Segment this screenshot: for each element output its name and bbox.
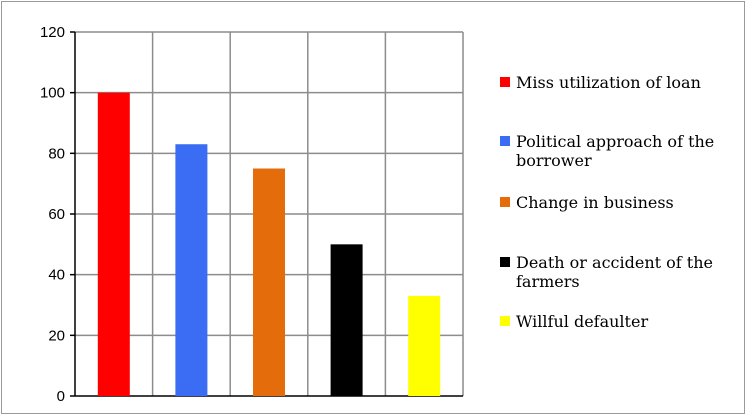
legend-swatch xyxy=(500,257,510,267)
y-tick-label: 100 xyxy=(40,85,65,102)
legend-label: Miss utilization of loan xyxy=(516,73,701,92)
legend-label: Death or accident of the xyxy=(516,253,713,272)
legend-swatch xyxy=(500,77,510,87)
bar xyxy=(97,92,130,397)
bar xyxy=(330,244,363,396)
y-axis-tick-labels: 0 20 40 60 80 100 120 xyxy=(40,24,65,405)
y-tick-label: 0 xyxy=(57,388,65,405)
legend-swatch xyxy=(500,316,510,326)
legend-swatch xyxy=(500,197,510,207)
legend-label: Willful defaulter xyxy=(516,312,648,331)
grid-lines xyxy=(75,31,464,396)
y-tick-label: 60 xyxy=(48,206,65,223)
legend-label: borrower xyxy=(516,151,592,170)
bar xyxy=(408,295,441,396)
y-tick-label: 120 xyxy=(40,24,65,41)
y-tick-label: 80 xyxy=(48,145,65,162)
y-tick-label: 20 xyxy=(48,327,65,344)
legend: Miss utilization of loan Political approa… xyxy=(500,73,714,331)
legend-label: farmers xyxy=(516,272,580,291)
bar xyxy=(253,168,285,396)
bar xyxy=(175,144,208,396)
legend-label: Change in business xyxy=(516,193,674,212)
bars xyxy=(97,92,441,397)
legend-label: Political approach of the xyxy=(516,132,714,151)
legend-swatch xyxy=(500,136,510,146)
y-tick-label: 40 xyxy=(48,267,65,284)
